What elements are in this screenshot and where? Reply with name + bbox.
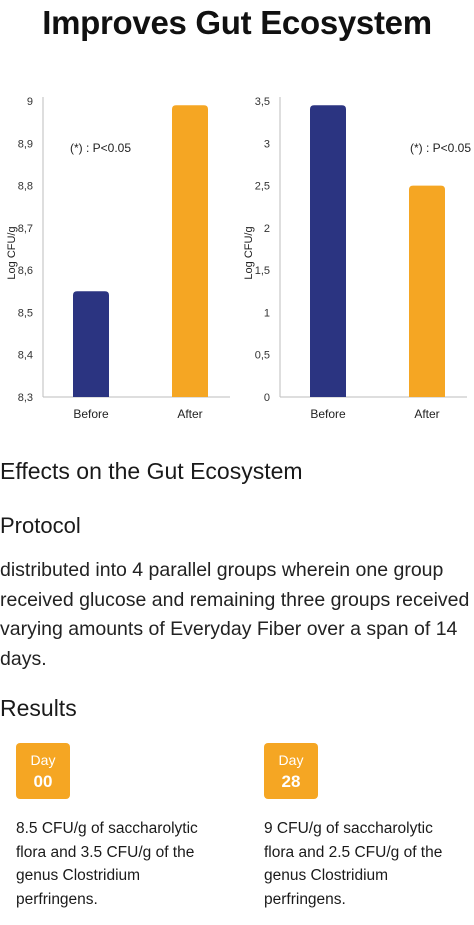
y-tick-label: 0,5 (255, 350, 270, 362)
bar-before (73, 291, 109, 397)
result-text-day-00: 8.5 CFU/g of saccharolytic flora and 3.5… (16, 820, 198, 908)
y-tick-label: 8,8 (18, 181, 33, 193)
y-tick-label: 1,5 (255, 265, 270, 277)
day-badge-28: Day 28 (264, 743, 318, 799)
protocol-text: distributed into 4 parallel groups where… (0, 559, 470, 670)
y-tick-label: 1 (264, 307, 270, 319)
significance-annotation: (*) : P<0.05 (410, 141, 471, 155)
effects-heading: Effects on the Gut Ecosystem (0, 458, 303, 484)
y-tick-label: 2 (264, 223, 270, 235)
y-axis-label: Log CFU/g (6, 226, 18, 279)
chart-clostridium-perfringens: 0 0,5 1 1,5 2 2,5 3 3,5 Log CFU/g Before After (*) … (243, 96, 471, 421)
y-tick-label: 0 (264, 392, 270, 404)
x-category-label: Before (310, 407, 346, 421)
significance-annotation: (*) : P<0.05 (70, 141, 131, 155)
x-category-label: After (414, 407, 439, 421)
y-tick-label: 3,5 (255, 96, 270, 108)
protocol-heading: Protocol (0, 513, 81, 538)
day-number: 00 (33, 772, 53, 791)
y-tick-label: 8,6 (18, 265, 33, 277)
y-tick-label: 8,9 (18, 138, 33, 150)
page-title: Improves Gut Ecosystem (42, 4, 432, 41)
day-label: Day (278, 752, 304, 768)
result-text-day-28: 9 CFU/g of saccharolytic flora and 2.5 C… (264, 820, 443, 908)
day-badge-00: Day 00 (16, 743, 70, 799)
y-tick-label: 3 (264, 138, 270, 150)
y-tick-label: 8,5 (18, 307, 33, 319)
y-tick-label: 8,4 (18, 350, 33, 362)
y-tick-label: 9 (27, 96, 33, 108)
day-number: 28 (281, 772, 301, 791)
y-tick-label: 2,5 (255, 181, 270, 193)
y-tick-label: 8,7 (18, 223, 33, 235)
chart-saccharolytic-flora: 8,3 8,4 8,5 8,6 8,7 8,8 8,9 9 Log CFU/g Before Aft… (6, 96, 230, 421)
results-heading: Results (0, 695, 77, 721)
y-axis-label: Log CFU/g (243, 226, 255, 279)
x-category-label: After (177, 407, 202, 421)
bar-after (172, 105, 208, 397)
x-category-label: Before (73, 407, 109, 421)
bar-before (310, 105, 346, 397)
bar-after (409, 185, 445, 397)
y-tick-label: 8,3 (18, 392, 33, 404)
day-label: Day (30, 752, 56, 768)
